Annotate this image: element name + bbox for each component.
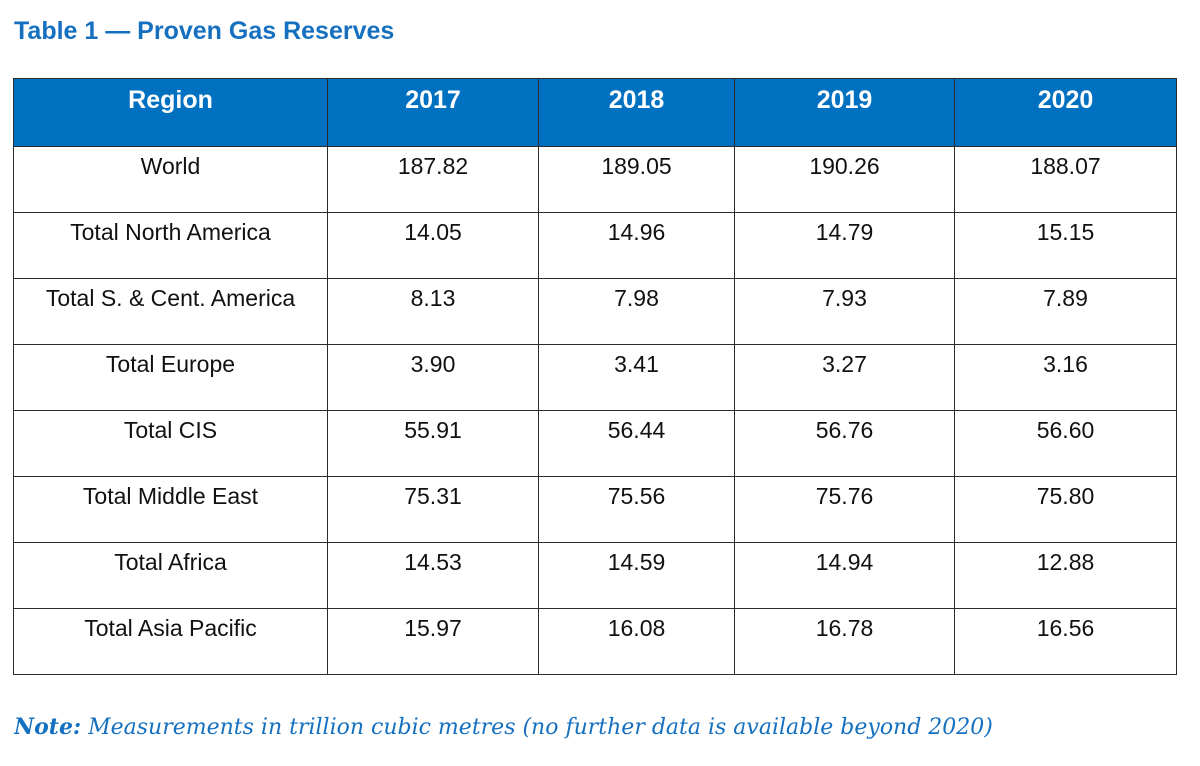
table-body: World 187.82 189.05 190.26 188.07 Total … — [13, 146, 1177, 675]
column-header-2017: 2017 — [327, 78, 539, 147]
table-row: Total Africa 14.53 14.59 14.94 12.88 — [13, 542, 1177, 609]
value-cell-2018: 189.05 — [538, 146, 735, 213]
value-cell-2018: 75.56 — [538, 476, 735, 543]
table-row: Total S. & Cent. America 8.13 7.98 7.93 … — [13, 278, 1177, 345]
value-cell-2017: 75.31 — [327, 476, 539, 543]
table-title: Table 1 — Proven Gas Reserves — [14, 17, 395, 45]
table-row: Total North America 14.05 14.96 14.79 15… — [13, 212, 1177, 279]
value-cell-2019: 3.27 — [734, 344, 955, 411]
column-header-2019: 2019 — [734, 78, 955, 147]
note-text: Measurements in trillion cubic metres (n… — [81, 715, 993, 740]
reserves-table: Region 2017 2018 2019 2020 World 187.82 … — [13, 78, 1177, 675]
value-cell-2020: 7.89 — [954, 278, 1177, 345]
value-cell-2018: 16.08 — [538, 608, 735, 675]
header-row: Region 2017 2018 2019 2020 — [13, 78, 1177, 147]
region-cell: World — [13, 146, 328, 213]
note-label: Note: — [14, 714, 82, 740]
value-cell-2019: 75.76 — [734, 476, 955, 543]
table-row: Total CIS 55.91 56.44 56.76 56.60 — [13, 410, 1177, 477]
value-cell-2019: 16.78 — [734, 608, 955, 675]
column-header-2020: 2020 — [954, 78, 1177, 147]
value-cell-2020: 56.60 — [954, 410, 1177, 477]
value-cell-2019: 14.79 — [734, 212, 955, 279]
table-row: Total Asia Pacific 15.97 16.08 16.78 16.… — [13, 608, 1177, 675]
reserves-table-container: Region 2017 2018 2019 2020 World 187.82 … — [13, 78, 1177, 675]
value-cell-2020: 188.07 — [954, 146, 1177, 213]
value-cell-2019: 7.93 — [734, 278, 955, 345]
column-header-region: Region — [13, 78, 328, 147]
region-cell: Total North America — [13, 212, 328, 279]
value-cell-2018: 3.41 — [538, 344, 735, 411]
table-header: Region 2017 2018 2019 2020 — [13, 78, 1177, 147]
value-cell-2017: 8.13 — [327, 278, 539, 345]
value-cell-2017: 187.82 — [327, 146, 539, 213]
value-cell-2019: 14.94 — [734, 542, 955, 609]
value-cell-2018: 56.44 — [538, 410, 735, 477]
value-cell-2018: 14.59 — [538, 542, 735, 609]
table-note: Note: Measurements in trillion cubic met… — [14, 714, 993, 742]
region-cell: Total Asia Pacific — [13, 608, 328, 675]
value-cell-2018: 14.96 — [538, 212, 735, 279]
region-cell: Total Middle East — [13, 476, 328, 543]
region-cell: Total Europe — [13, 344, 328, 411]
value-cell-2017: 3.90 — [327, 344, 539, 411]
value-cell-2017: 15.97 — [327, 608, 539, 675]
value-cell-2020: 75.80 — [954, 476, 1177, 543]
value-cell-2020: 3.16 — [954, 344, 1177, 411]
value-cell-2020: 16.56 — [954, 608, 1177, 675]
value-cell-2017: 55.91 — [327, 410, 539, 477]
value-cell-2018: 7.98 — [538, 278, 735, 345]
table-row: Total Middle East 75.31 75.56 75.76 75.8… — [13, 476, 1177, 543]
value-cell-2019: 56.76 — [734, 410, 955, 477]
table-row: Total Europe 3.90 3.41 3.27 3.16 — [13, 344, 1177, 411]
value-cell-2017: 14.05 — [327, 212, 539, 279]
value-cell-2017: 14.53 — [327, 542, 539, 609]
region-cell: Total CIS — [13, 410, 328, 477]
column-header-2018: 2018 — [538, 78, 735, 147]
region-cell: Total S. & Cent. America — [13, 278, 328, 345]
region-cell: Total Africa — [13, 542, 328, 609]
value-cell-2019: 190.26 — [734, 146, 955, 213]
value-cell-2020: 15.15 — [954, 212, 1177, 279]
table-row: World 187.82 189.05 190.26 188.07 — [13, 146, 1177, 213]
value-cell-2020: 12.88 — [954, 542, 1177, 609]
